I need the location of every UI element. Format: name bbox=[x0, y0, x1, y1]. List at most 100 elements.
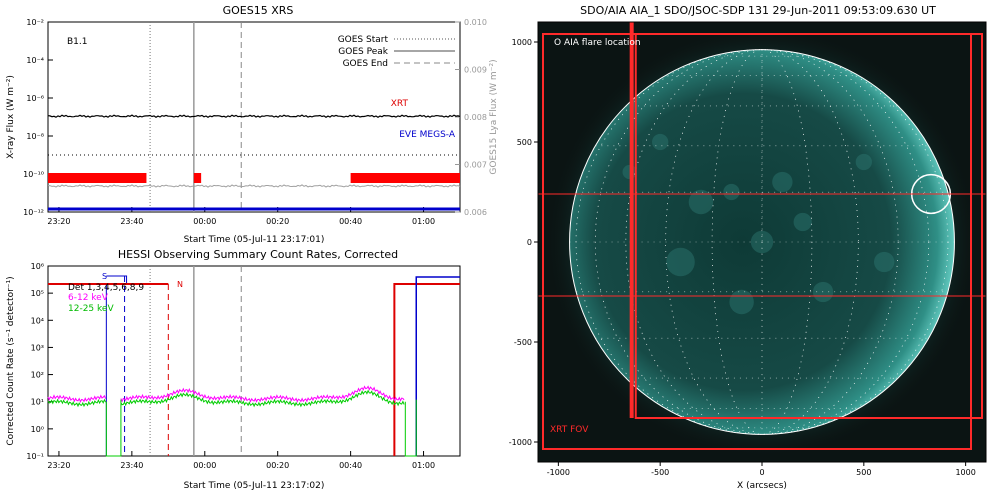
goes-xrt-coverage-bar bbox=[48, 173, 147, 183]
goes-right-y-tick-label: 0.008 bbox=[464, 113, 487, 122]
goes-legend-peak: GOES Peak bbox=[338, 47, 388, 57]
aia-outer-fov-box bbox=[542, 33, 972, 450]
goes-x-tick-label: 01:00 bbox=[412, 217, 435, 226]
goes-y-axis-label: X-ray Flux (W m⁻²) bbox=[6, 75, 16, 159]
aia-grid-longitude bbox=[711, 49, 813, 435]
hessi-s-label: S bbox=[102, 272, 107, 281]
goes-x-tick-label: 00:00 bbox=[193, 217, 216, 226]
hessi-6-12-series bbox=[47, 394, 107, 403]
hessi-state-red-right bbox=[393, 283, 460, 456]
aia-y-tick-label: -500 bbox=[514, 338, 532, 347]
aia-active-region bbox=[874, 251, 895, 273]
goes-legend-start: GOES Start bbox=[338, 35, 389, 45]
hessi-x-tick-label: 23:20 bbox=[47, 461, 70, 470]
hessi-x-tick-label: 00:40 bbox=[339, 461, 362, 470]
hessi-y-tick-label: 10⁶ bbox=[31, 262, 44, 271]
hessi-y-tick-label: 10⁵ bbox=[31, 289, 44, 298]
aia-limb bbox=[569, 49, 955, 435]
hessi-x-tick-label: 00:00 bbox=[193, 461, 216, 470]
aia-active-region bbox=[723, 183, 740, 201]
goes-lya-series bbox=[47, 184, 461, 188]
hessi-legend-12-25: 12-25 keV bbox=[68, 304, 114, 314]
aia-panel: SDO/AIA AIA_1 SDO/JSOC-SDP 131 29-Jun-20… bbox=[509, 4, 987, 491]
goes-xrt-coverage-bar bbox=[350, 173, 460, 183]
goes-x-tick-label: 23:20 bbox=[47, 217, 70, 226]
hessi-x-tick-label: 01:00 bbox=[412, 461, 435, 470]
goes-right-y-tick-label: 0.007 bbox=[464, 161, 487, 170]
goes-x-axis-label: Start Time (05-Jul-11 23:17:01) bbox=[184, 235, 325, 245]
goes-xrs-series bbox=[47, 114, 461, 119]
hessi-y-axis-label: Corrected Count Rate (s⁻¹ detector⁻¹) bbox=[6, 276, 16, 445]
aia-x-axis-label: X (arcsecs) bbox=[737, 481, 787, 491]
goes-x-tick-label: 00:40 bbox=[339, 217, 362, 226]
aia-x-tick-label: 1000 bbox=[955, 468, 975, 477]
aia-xrt-fov-label: XRT FOV bbox=[550, 425, 589, 435]
hessi-x-ticks: 23:20 23:40 00:00 00:20 00:40 01:00 bbox=[47, 451, 435, 470]
hessi-x-tick-label: 23:40 bbox=[120, 461, 143, 470]
aia-x-tick-label: -500 bbox=[651, 468, 669, 477]
aia-flare-label: O AIA flare location bbox=[554, 38, 641, 48]
hessi-title: HESSI Observing Summary Count Rates, Cor… bbox=[118, 248, 398, 261]
hessi-state-blue-top bbox=[106, 275, 128, 284]
aia-x-tick-label: 0 bbox=[759, 468, 764, 477]
goes-right-y-tick-label: 0.009 bbox=[464, 66, 487, 75]
aia-y-tick-label: 1000 bbox=[512, 38, 532, 47]
hessi-6-12-series bbox=[120, 385, 405, 403]
goes-y-tick-label: 10⁻² bbox=[26, 18, 44, 27]
hessi-panel: HESSI Observing Summary Count Rates, Cor… bbox=[6, 248, 461, 491]
hessi-plot-frame bbox=[47, 265, 461, 457]
goes-x-tick-label: 00:20 bbox=[266, 217, 289, 226]
aia-active-region bbox=[622, 164, 637, 180]
aia-grid-longitude bbox=[625, 49, 899, 435]
hessi-y-tick-label: 10³ bbox=[31, 343, 44, 352]
aia-x-ticks: -1000 -500 0 500 1000 bbox=[547, 462, 976, 477]
aia-heliographic-grid bbox=[569, 49, 955, 435]
aia-y-tick-label: 500 bbox=[517, 138, 532, 147]
goes-x-tick-label: 23:40 bbox=[120, 217, 143, 226]
goes-right-y-axis-label: GOES15 Lya Flux (W m⁻²) bbox=[489, 59, 499, 174]
goes-class-label: B1.1 bbox=[67, 37, 88, 47]
hessi-marks bbox=[47, 266, 460, 457]
aia-active-region bbox=[772, 171, 793, 193]
hessi-y-tick-label: 10⁰ bbox=[31, 425, 44, 434]
hessi-night-dropout bbox=[105, 399, 122, 457]
hessi-x-axis-label: Start Time (05-Jul-11 23:17:02) bbox=[184, 481, 325, 491]
aia-y-tick-label: 0 bbox=[527, 238, 532, 247]
aia-active-region bbox=[652, 133, 669, 151]
goes-y-tick-label: 10⁻⁸ bbox=[26, 132, 44, 141]
goes-right-y-tick-label: 0.010 bbox=[464, 18, 487, 27]
aia-active-region bbox=[729, 289, 754, 315]
aia-active-region bbox=[688, 189, 714, 215]
goes-marks bbox=[47, 22, 461, 212]
goes-y-tick-label: 10⁻¹² bbox=[23, 208, 44, 217]
aia-grid-longitude bbox=[575, 49, 949, 435]
hessi-legend-det: Det 1,3,4,5,6,8,9 bbox=[68, 283, 144, 293]
hessi-night-dropout bbox=[404, 399, 417, 457]
hessi-y-tick-label: 10¹ bbox=[31, 398, 44, 407]
aia-active-region bbox=[666, 247, 695, 277]
aia-y-tick-label: -1000 bbox=[509, 438, 532, 447]
goes-xrt-coverage-bar bbox=[193, 173, 202, 183]
hessi-state-blue-right bbox=[415, 276, 460, 456]
goes-xrt-label: XRT bbox=[391, 99, 409, 109]
hessi-x-tick-label: 00:20 bbox=[266, 461, 289, 470]
hessi-legend-6-12: 6-12 keV bbox=[68, 293, 109, 303]
hessi-n-label: N bbox=[177, 280, 183, 289]
hessi-y-tick-label: 10⁻¹ bbox=[26, 452, 44, 461]
hessi-12-25-series bbox=[120, 389, 405, 408]
hessi-y-tick-label: 10² bbox=[31, 371, 44, 380]
aia-x-tick-label: 500 bbox=[856, 468, 871, 477]
aia-active-region bbox=[855, 153, 872, 171]
goes-y-tick-label: 10⁻⁴ bbox=[26, 56, 44, 65]
goes-eve-label: EVE MEGS-A bbox=[399, 130, 456, 140]
goes-title: GOES15 XRS bbox=[223, 4, 294, 17]
goes-panel: GOES15 XRS 10⁻² 10⁻⁴ 10⁻⁶ 10⁻⁸ 10⁻¹⁰ 10⁻¹² 0.… bbox=[6, 4, 499, 245]
goes-y-ticks: 10⁻² 10⁻⁴ 10⁻⁶ 10⁻⁸ 10⁻¹⁰ 10⁻¹² bbox=[23, 18, 53, 217]
goes-legend-end: GOES End bbox=[343, 59, 388, 69]
aia-active-region bbox=[793, 212, 812, 232]
aia-x-tick-label: -1000 bbox=[547, 468, 570, 477]
aia-title: SDO/AIA AIA_1 SDO/JSOC-SDP 131 29-Jun-20… bbox=[580, 4, 936, 17]
aia-y-ticks: 1000 500 0 -500 -1000 bbox=[509, 38, 538, 447]
goes-y-tick-label: 10⁻⁶ bbox=[26, 94, 44, 103]
